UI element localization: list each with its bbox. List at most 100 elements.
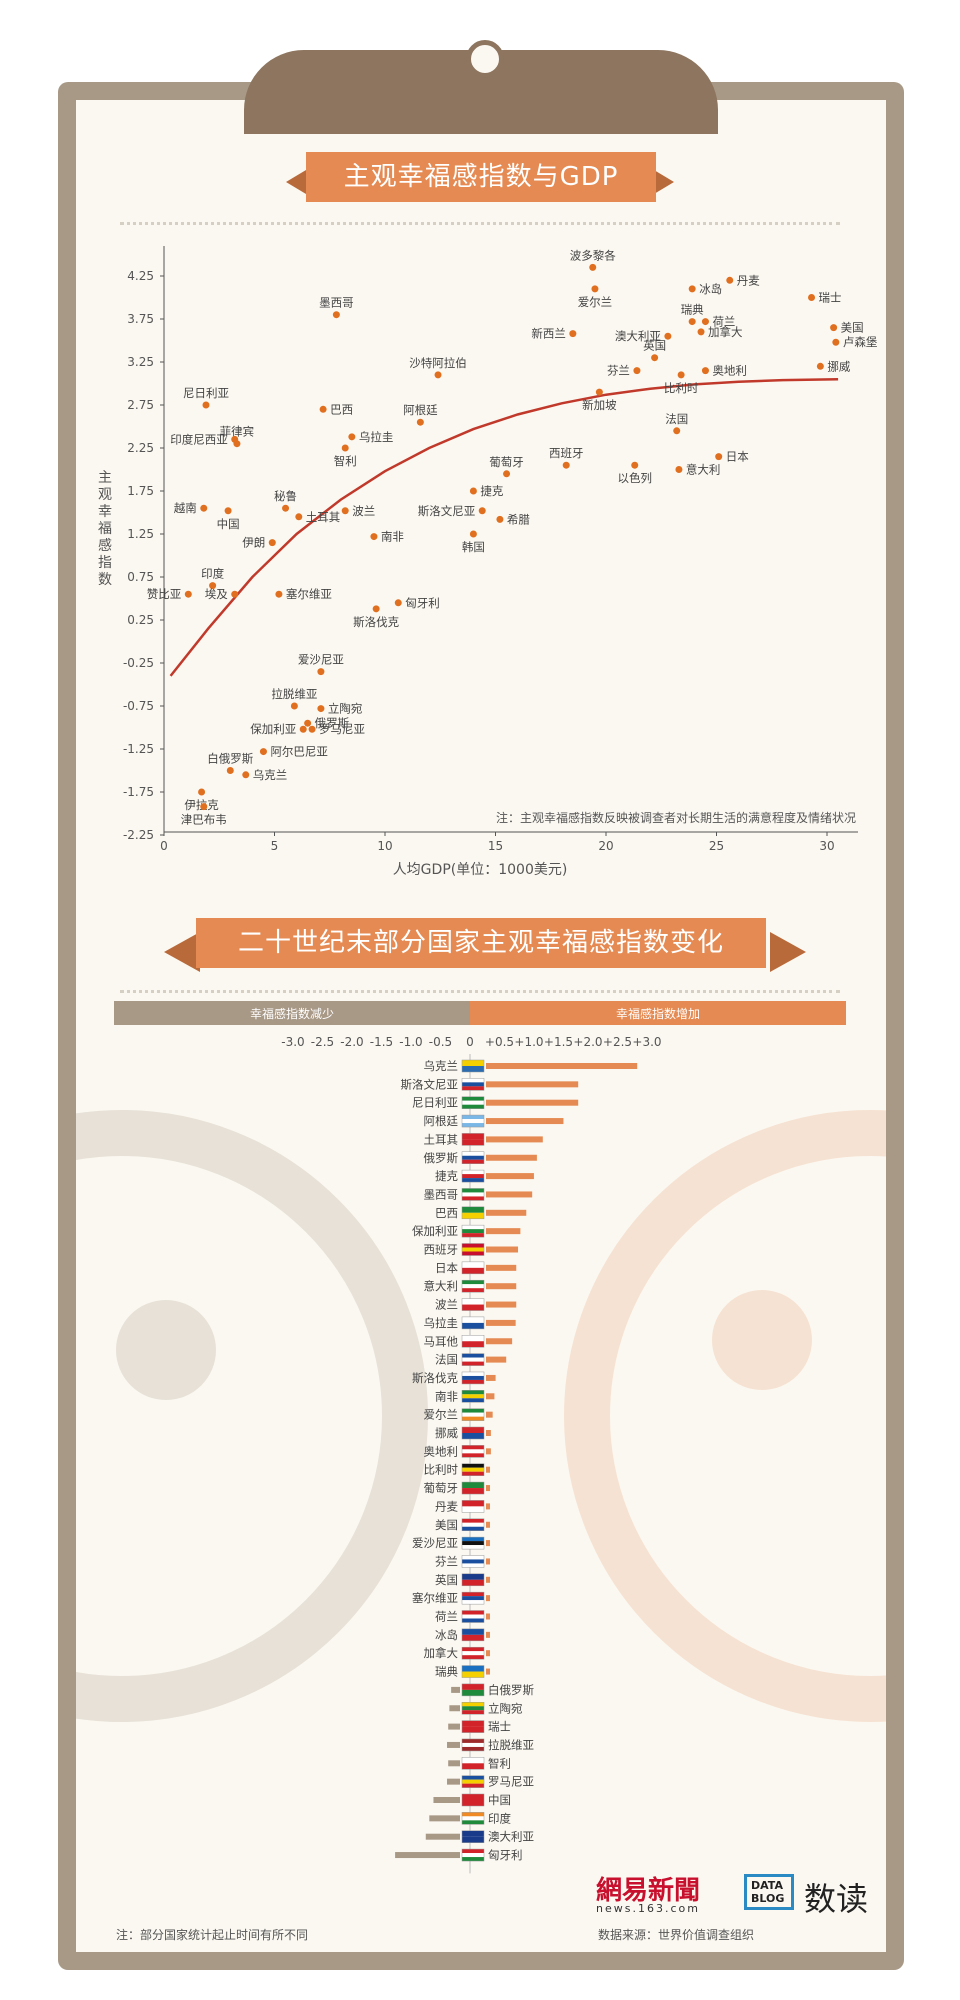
data-point (808, 294, 816, 301)
y-axis-label: 主观幸福感指数 (98, 470, 112, 588)
country-flag-stripe (462, 1518, 484, 1523)
datablog-logo: DATA BLOG (744, 1874, 794, 1910)
bar-positive (486, 1448, 491, 1455)
bar-positive (486, 1283, 517, 1290)
country-flag-stripe (462, 1390, 484, 1395)
country-flag-stripe (462, 1298, 484, 1305)
point-label: 斯洛伐克 (353, 615, 399, 629)
country-flag-stripe (462, 1634, 484, 1641)
bar-positive (486, 1668, 490, 1675)
country-flag (461, 1812, 485, 1825)
bar-tick-label: -3.0 (281, 1035, 304, 1049)
country-flag (461, 1169, 485, 1183)
negative-header-label: 幸福感指数减少 (250, 1006, 334, 1021)
data-point (830, 324, 838, 332)
y-tick-label: 3.25 (127, 355, 154, 369)
country-flag-stripe (462, 1651, 484, 1656)
bar-positive (486, 1503, 490, 1510)
y-tick-label: -2.25 (123, 828, 154, 842)
footer-source: 数据来源：世界价值调查组织 (598, 1928, 755, 1942)
point-label: 白俄罗斯 (207, 752, 253, 766)
bar-positive (486, 1118, 564, 1125)
data-point (469, 487, 477, 495)
data-point (348, 433, 356, 441)
bar-positive (486, 1209, 527, 1216)
bar-category-label: 智利 (488, 1756, 511, 1770)
bar-negative (433, 1797, 460, 1803)
bar-category-label: 比利时 (424, 1463, 459, 1477)
bar-category-label: 罗马尼亚 (488, 1775, 534, 1789)
country-flag (461, 1426, 485, 1440)
point-label: 巴西 (330, 402, 353, 416)
bar-negative (447, 1778, 460, 1785)
data-point (332, 311, 340, 319)
bar-category-label: 尼日利亚 (412, 1096, 458, 1110)
country-flag-stripe (462, 1671, 484, 1678)
country-flag-stripe (462, 1488, 484, 1495)
bar-negative (448, 1723, 460, 1730)
bar-category-label: 澳大利亚 (488, 1830, 534, 1844)
data-point (242, 771, 250, 779)
country-flag (461, 1316, 485, 1330)
country-flag-stripe (462, 1233, 484, 1238)
bar-positive (486, 1081, 579, 1088)
point-label: 荷兰 (712, 315, 735, 329)
point-label: 拉脱维亚 (271, 687, 317, 701)
bar-positive (486, 1063, 638, 1069)
data-point (341, 444, 349, 452)
country-flag-stripe (462, 1647, 484, 1652)
data-point (569, 330, 577, 338)
scatter-title: 主观幸福感指数与GDP (306, 152, 656, 202)
data-point (231, 435, 239, 443)
data-point (697, 328, 705, 336)
point-label: 冰岛 (699, 282, 722, 296)
y-tick-label: -1.75 (123, 785, 154, 799)
country-flag-stripe (462, 1353, 484, 1358)
country-flag-stripe (462, 1225, 484, 1230)
point-label: 阿根廷 (403, 403, 438, 417)
data-point (282, 504, 290, 512)
data-point (688, 285, 696, 293)
country-flag (461, 1188, 485, 1201)
country-flag-stripe (462, 1206, 484, 1213)
data-point (675, 466, 683, 473)
point-label: 英国 (643, 339, 666, 353)
bar-negative (449, 1705, 460, 1712)
country-flag-stripe (462, 1689, 484, 1696)
country-flag (461, 1555, 485, 1568)
positive-header-label: 幸福感指数增加 (616, 1006, 700, 1021)
country-flag-stripe (462, 1683, 484, 1690)
country-flag-stripe (462, 1251, 484, 1256)
bar-tick-label: +1.5 (544, 1035, 573, 1049)
country-flag-stripe (462, 1261, 484, 1268)
bar-positive (486, 1356, 507, 1363)
x-tick-label: 30 (819, 839, 834, 853)
point-label: 加拿大 (708, 325, 743, 339)
banner-ribbon-right-2 (770, 932, 806, 972)
bar-category-label: 阿根廷 (424, 1114, 459, 1128)
data-point (268, 539, 276, 547)
country-flag-stripe (462, 1812, 484, 1817)
clipboard-hole (466, 40, 504, 78)
positive-header (470, 1001, 846, 1025)
point-label: 印度尼西亚 (170, 432, 228, 446)
bar-tick-label: -0.5 (429, 1035, 452, 1049)
data-point (677, 371, 685, 379)
country-flag (461, 1463, 485, 1476)
bar-title: 二十世纪末部分国家主观幸福感指数变化 (196, 918, 766, 968)
trend-curve (169, 377, 839, 677)
country-flag (461, 1371, 485, 1385)
data-point (308, 725, 316, 733)
country-flag (461, 1408, 485, 1421)
country-flag-stripe (462, 1159, 484, 1164)
y-tick-label: -1.25 (123, 742, 154, 756)
country-flag-stripe (462, 1192, 484, 1197)
country-flag-stripe (462, 1742, 484, 1747)
bar-category-label: 立陶宛 (488, 1701, 523, 1715)
country-flag-stripe (462, 1836, 484, 1843)
data-point (198, 788, 206, 796)
point-label: 南非 (381, 530, 404, 544)
data-point (200, 803, 208, 811)
data-point (469, 530, 477, 538)
data-point (299, 725, 307, 733)
